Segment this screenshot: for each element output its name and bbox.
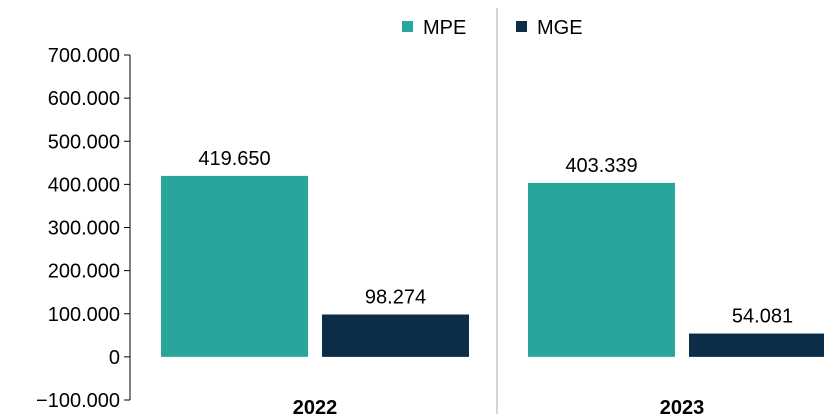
- y-tick-label: 200.000: [48, 261, 120, 283]
- bar: [161, 175, 308, 357]
- value-label: 403.339: [565, 155, 637, 177]
- bar: [689, 333, 824, 357]
- y-tick-label: 400.000: [48, 174, 120, 196]
- legend-label: MPE: [423, 17, 466, 39]
- bar: [528, 182, 675, 357]
- x-tick-label: 2022: [293, 397, 338, 414]
- y-tick-label: 600.000: [48, 88, 120, 110]
- y-tick-label: 100.000: [48, 304, 120, 326]
- bar: [322, 314, 469, 357]
- value-label: 419.650: [198, 148, 270, 170]
- y-tick-label: −100.000: [36, 390, 120, 412]
- value-label: 98.274: [365, 286, 426, 308]
- legend-swatch: [402, 21, 413, 32]
- value-label: 54.081: [732, 306, 793, 328]
- y-tick-label: 700.000: [48, 45, 120, 67]
- x-tick-label: 2023: [660, 397, 705, 414]
- y-tick-label: 500.000: [48, 131, 120, 153]
- legend-label: MGE: [537, 17, 583, 39]
- y-tick-label: 0: [109, 347, 120, 369]
- legend-swatch: [516, 21, 527, 32]
- y-tick-label: 300.000: [48, 218, 120, 240]
